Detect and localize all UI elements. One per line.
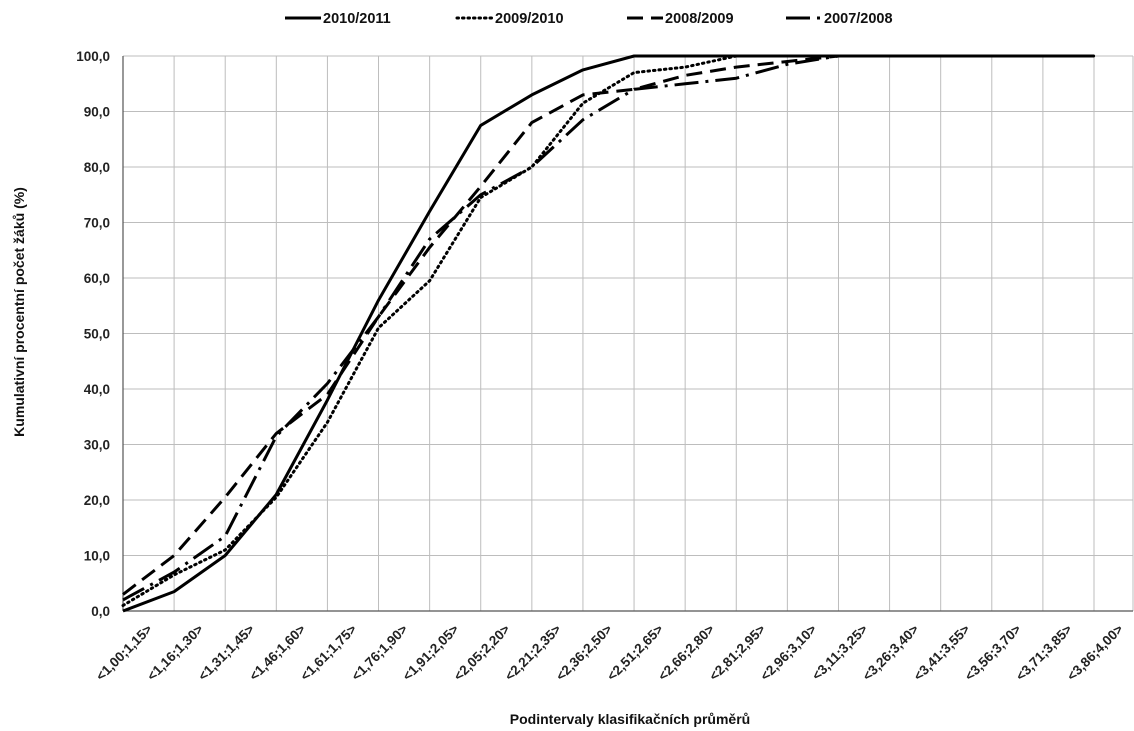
series-lines [121,54,1096,613]
legend-label-0: 2010/2011 [323,11,391,27]
y-tick-label: 70,0 [84,216,110,231]
y-tick-labels: 0,0 10,0 20,0 30,0 40,0 50,0 60,0 70,0 80,0 90,0 1… [76,49,110,619]
y-tick-label: 30,0 [84,438,110,453]
legend-label-1: 2009/2010 [495,11,564,27]
series-line-1 [121,54,1096,607]
series-line-3 [122,54,1094,602]
y-tick-label: 50,0 [84,327,110,342]
series-line-2 [122,54,1094,596]
y-tick-label: 90,0 [84,105,110,120]
legend-label-3: 2007/2008 [824,11,893,27]
y-tick-label: 80,0 [84,160,110,175]
y-tick-label: 0,0 [91,604,110,619]
y-tick-label: 100,0 [76,49,110,64]
legend: 2010/2011 2009/2010 2008/2009 2007/2008 [285,11,893,27]
x-axis-title: Podintervaly klasifikačních průměrů [510,711,750,727]
axes [122,56,1133,612]
y-tick-label: 20,0 [84,493,110,508]
y-tick-label: 40,0 [84,382,110,397]
y-tick-label: 60,0 [84,271,110,286]
legend-label-2: 2008/2009 [665,11,734,27]
grid [123,55,1134,611]
x-tick-labels: <1,00;1,15><1,16;1,30><1,31;1,45><1,46;1… [93,621,1126,683]
y-tick-label: 10,0 [84,549,110,564]
y-axis-title: Kumulativní procentní počet žáků (%) [11,187,27,437]
